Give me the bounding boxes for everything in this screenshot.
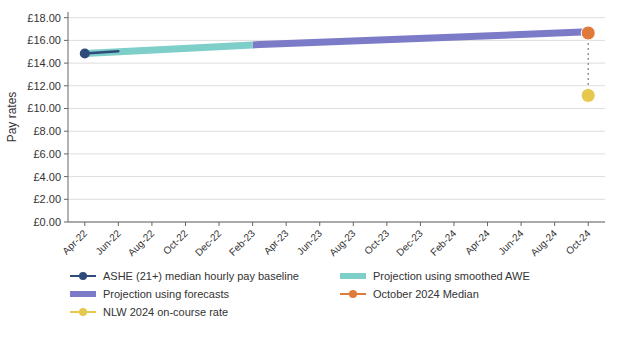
x-tick-label: Aug-23 <box>327 227 358 258</box>
x-tick <box>185 222 186 226</box>
grid-line <box>68 131 605 132</box>
grid-line <box>68 222 605 223</box>
legend-item: October 2024 Median <box>340 288 479 300</box>
x-tick-label: Feb-24 <box>428 227 458 257</box>
y-tick <box>64 131 68 132</box>
y-tick <box>64 222 68 223</box>
x-tick-label: Jun-23 <box>295 227 325 257</box>
series-start-marker <box>80 48 90 58</box>
page: {"chart_data": {"type": "line", "categor… <box>0 0 620 349</box>
y-tick-label: £2.00 <box>33 193 61 205</box>
legend-marker <box>79 272 87 280</box>
y-tick-label: £0.00 <box>33 216 61 228</box>
y-tick <box>64 17 68 18</box>
grid-line <box>68 199 605 200</box>
legend: ASHE (21+) median hourly pay baseline Pro… <box>70 270 530 318</box>
scatter-point <box>581 88 595 102</box>
x-tick-label: Oct-22 <box>161 227 190 256</box>
series-line <box>85 51 119 53</box>
x-tick-label: Apr-22 <box>60 227 89 256</box>
legend-label: NLW 2024 on-course rate <box>103 306 228 318</box>
x-tick <box>151 222 152 226</box>
y-tick-label: £4.00 <box>33 171 61 183</box>
legend-label: ASHE (21+) median hourly pay baseline <box>103 270 299 282</box>
x-tick <box>521 222 522 226</box>
x-tick <box>118 222 119 226</box>
x-axis: Apr-22Jun-22Aug-22Oct-22Dec-22Feb-23Apr-… <box>60 222 605 258</box>
legend-marker <box>79 308 87 316</box>
x-tick <box>420 222 421 226</box>
y-axis: £0.00 £2.00 £4.00 £6.00 £8.00 £10.00 £12.00 £14… <box>27 12 68 228</box>
y-tick <box>64 108 68 109</box>
connector-line <box>588 33 589 95</box>
x-tick-label: Jun-22 <box>93 227 123 257</box>
chart-container: £0.00 £2.00 £4.00 £6.00 £8.00 £10.00 £12.00 £14… <box>0 0 620 349</box>
legend-item: ASHE (21+) median hourly pay baseline <box>70 270 299 282</box>
y-axis-label: Pay rates <box>5 92 19 143</box>
x-tick-label: Apr-23 <box>262 227 291 256</box>
x-tick-label: Aug-24 <box>528 227 559 258</box>
x-tick <box>319 222 320 226</box>
background <box>0 0 620 349</box>
y-tick <box>64 199 68 200</box>
y-tick-label: £18.00 <box>27 12 61 24</box>
grid-line <box>68 176 605 177</box>
scatter-point <box>581 26 595 40</box>
x-tick <box>353 222 354 226</box>
grid-line <box>68 153 605 154</box>
x-tick-label: Oct-23 <box>362 227 391 256</box>
x-tick-label: Feb-23 <box>227 227 257 257</box>
legend-item: NLW 2024 on-course rate <box>70 306 228 318</box>
legend-label: Projection using forecasts <box>103 288 229 300</box>
y-tick <box>64 153 68 154</box>
grid-line <box>68 85 605 86</box>
x-axis-line <box>68 222 605 223</box>
x-tick-label: Apr-24 <box>463 227 492 256</box>
series-line <box>253 32 589 45</box>
y-tick-label: £10.00 <box>27 102 61 114</box>
x-tick <box>487 222 488 226</box>
legend-item: Projection using forecasts <box>70 288 229 300</box>
x-tick <box>84 222 85 226</box>
x-tick-label: Oct-24 <box>564 227 593 256</box>
x-tick-label: Jun-24 <box>496 227 526 257</box>
x-tick <box>453 222 454 226</box>
y-tick <box>64 40 68 41</box>
x-tick <box>386 222 387 226</box>
y-tick-label: £6.00 <box>33 148 61 160</box>
y-tick-label: £14.00 <box>27 57 61 69</box>
legend-marker <box>349 290 357 298</box>
y-tick-label: £12.00 <box>27 80 61 92</box>
y-tick-label: £8.00 <box>33 125 61 137</box>
x-tick-label: Dec-22 <box>193 227 224 258</box>
x-tick <box>252 222 253 226</box>
y-tick <box>64 85 68 86</box>
grid-line <box>68 17 605 18</box>
x-tick-label: Dec-23 <box>394 227 425 258</box>
x-tick <box>588 222 589 226</box>
legend-swatch <box>340 273 366 279</box>
y-tick <box>64 176 68 177</box>
legend-item: Projection using smoothed AWE <box>340 270 530 282</box>
y-grid <box>68 18 605 222</box>
plot-area <box>80 26 595 102</box>
chart-svg: £0.00 £2.00 £4.00 £6.00 £8.00 £10.00 £12.00 £14… <box>0 0 620 349</box>
grid-line <box>68 63 605 64</box>
legend-label: October 2024 Median <box>373 288 479 300</box>
y-tick-label: £16.00 <box>27 34 61 46</box>
series-line <box>85 45 253 54</box>
grid-line <box>68 108 605 109</box>
x-tick <box>219 222 220 226</box>
x-tick <box>554 222 555 226</box>
y-axis-line <box>68 12 69 222</box>
y-tick <box>64 63 68 64</box>
x-tick-label: Aug-22 <box>126 227 157 258</box>
legend-label: Projection using smoothed AWE <box>373 270 530 282</box>
legend-swatch <box>70 291 96 297</box>
x-tick <box>286 222 287 226</box>
